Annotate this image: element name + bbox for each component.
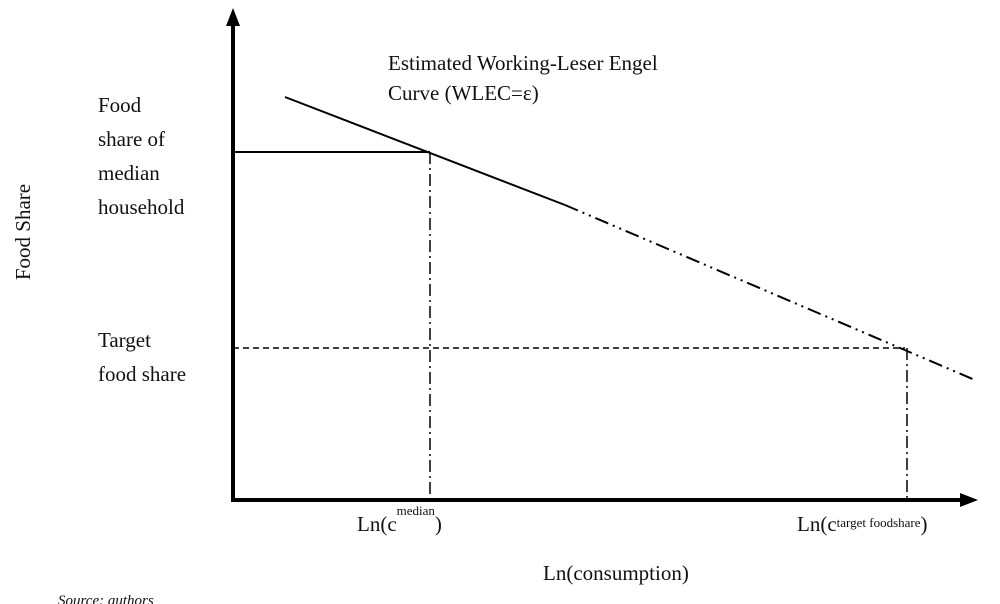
median-share-label: household: [98, 195, 185, 219]
x-marker-prefix: Ln(c: [797, 512, 837, 536]
x-marker-prefix: Ln(c: [357, 512, 397, 536]
engel-curve-extrapolated: [564, 204, 976, 381]
x-marker-label: Ln(ctarget foodshare): [797, 512, 928, 536]
target-share-label: food share: [98, 362, 186, 386]
x-marker-label: Ln(cmedian): [357, 503, 442, 536]
curve-title: Curve (WLEC=ε): [388, 81, 539, 105]
x-axis-label: Ln(consumption): [543, 561, 689, 585]
y-axis-arrow: [226, 8, 240, 26]
x-marker-sup: target foodshare: [837, 515, 921, 530]
median-share-label: share of: [98, 127, 165, 151]
target-share-label: Target: [98, 328, 151, 352]
curve-title: Estimated Working-Leser Engel: [388, 51, 658, 75]
y-axis-label: Food Share: [11, 184, 35, 280]
source-note: Source: authors: [58, 593, 154, 604]
x-marker-sup: median: [397, 503, 436, 518]
median-share-label: median: [98, 161, 160, 185]
x-marker-suffix: ): [435, 512, 442, 536]
median-share-label: Food: [98, 93, 142, 117]
x-axis-arrow: [960, 493, 978, 507]
x-marker-suffix: ): [921, 512, 928, 536]
